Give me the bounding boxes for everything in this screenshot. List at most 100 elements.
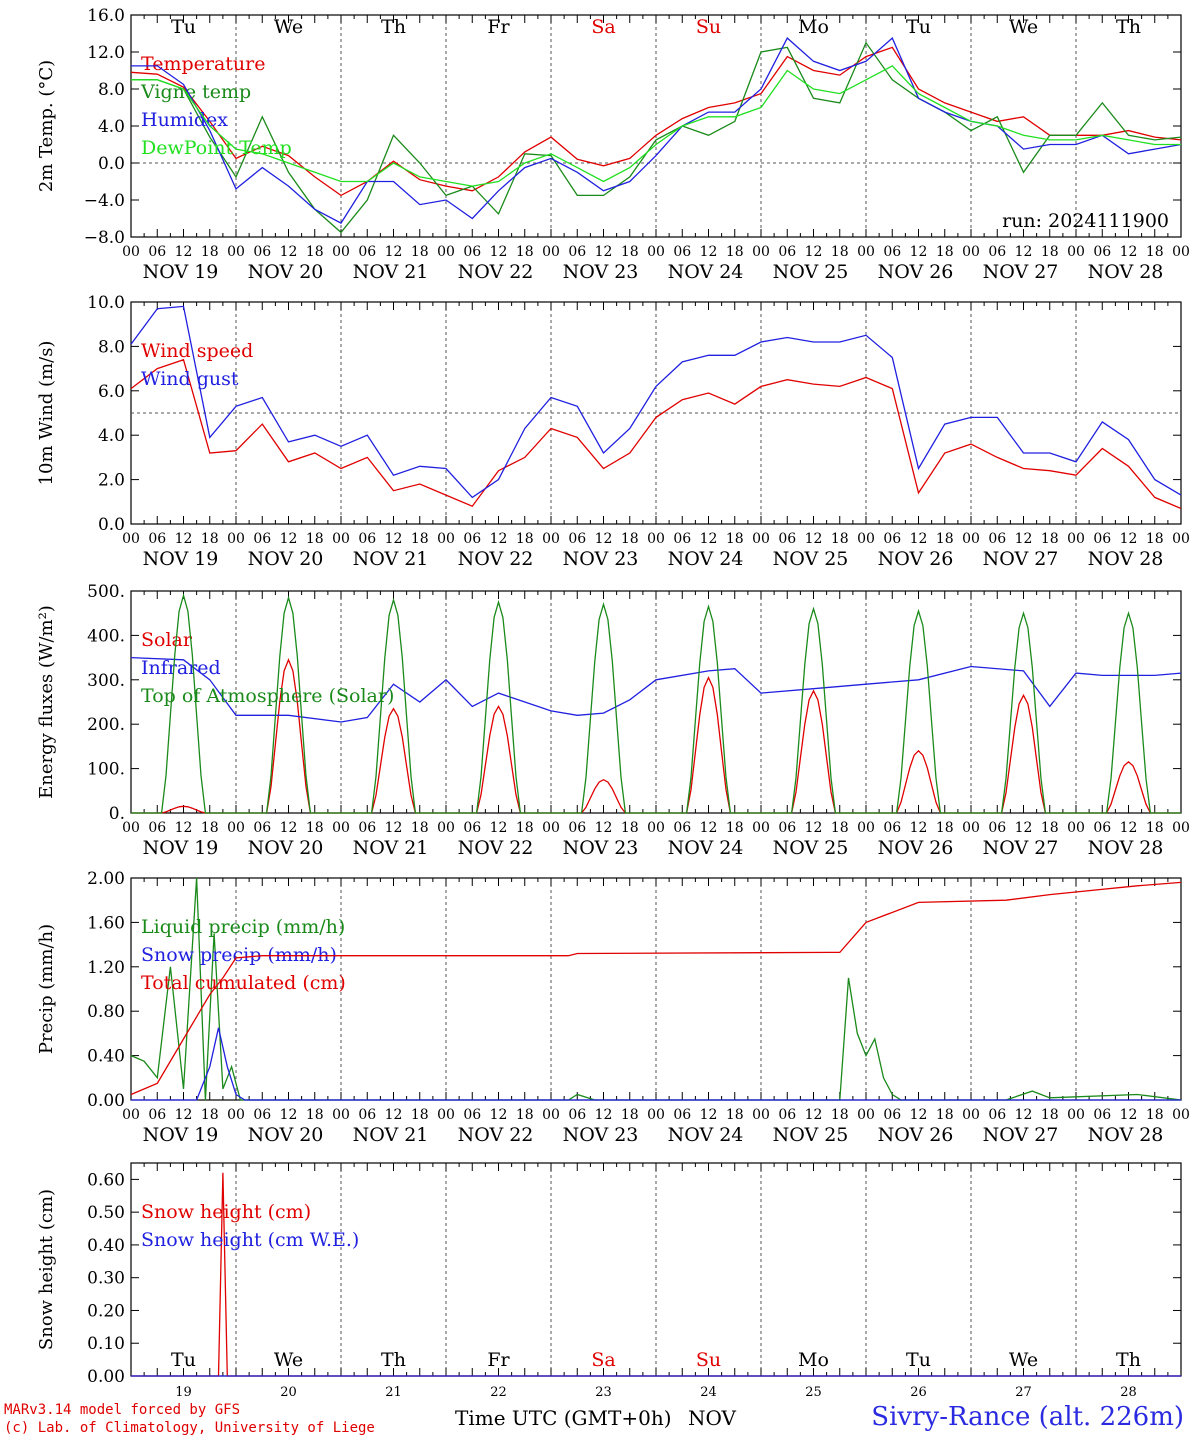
x-hour-label: 06 xyxy=(253,531,271,547)
x-hour-label: 18 xyxy=(831,820,849,836)
legend-label: Solar xyxy=(141,629,193,651)
x-hour-label: 18 xyxy=(936,531,954,547)
legend-label: Total cumulated (cm) xyxy=(141,972,346,994)
x-hour-label: 00 xyxy=(122,531,140,547)
weekday-label: Mo xyxy=(798,1349,829,1371)
x-hour-label: 12 xyxy=(700,820,718,836)
x-date-label: NOV 26 xyxy=(878,837,954,859)
x-hour-label: 12 xyxy=(175,820,193,836)
x-date-label: NOV 19 xyxy=(143,837,219,859)
x-date-label: NOV 19 xyxy=(143,548,219,570)
x-date-label: NOV 27 xyxy=(983,837,1059,859)
x-hour-label: 12 xyxy=(1120,1107,1138,1123)
x-hour-label: 06 xyxy=(778,244,796,260)
x-hour-label: 00 xyxy=(962,1107,980,1123)
x-hour-label: 18 xyxy=(306,244,324,260)
x-hour-label: 00 xyxy=(227,820,245,836)
x-hour-label: 00 xyxy=(227,244,245,260)
x-hour-label: 00 xyxy=(1172,244,1190,260)
x-date-label: NOV 21 xyxy=(353,548,429,570)
x-date-label: NOV 24 xyxy=(668,548,744,570)
x-hour-label: 18 xyxy=(516,531,534,547)
x-hour-label: 18 xyxy=(201,531,219,547)
x-hour-label: 12 xyxy=(1120,531,1138,547)
y-tick-label: 6.0 xyxy=(98,382,125,402)
x-hour-label: 00 xyxy=(542,1107,560,1123)
x-hour-label: 06 xyxy=(673,531,691,547)
x-date-label: NOV 21 xyxy=(353,837,429,859)
x-hour-label: 06 xyxy=(883,1107,901,1123)
x-hour-label: 00 xyxy=(1067,1107,1085,1123)
x-hour-label: 18 xyxy=(726,820,744,836)
x-hour-label: 00 xyxy=(1067,244,1085,260)
x-date-label: NOV 24 xyxy=(668,1124,744,1146)
x-day-number: 20 xyxy=(280,1385,297,1400)
weekday-label: Fr xyxy=(487,16,510,38)
y-tick-label: 0.60 xyxy=(87,1170,125,1190)
x-hour-label: 00 xyxy=(122,1107,140,1123)
x-hour-label: 06 xyxy=(988,244,1006,260)
x-hour-label: 06 xyxy=(463,531,481,547)
legend-label: Vigne temp xyxy=(140,81,251,103)
legend-label: Liquid precip (mm/h) xyxy=(141,916,345,938)
x-hour-label: 18 xyxy=(201,820,219,836)
x-axis-title: Time UTC (GMT+0h) xyxy=(455,1406,672,1430)
x-hour-label: 06 xyxy=(148,820,166,836)
x-hour-label: 18 xyxy=(621,531,639,547)
weekday-label: Th xyxy=(1116,16,1141,38)
x-date-label: NOV 26 xyxy=(878,548,954,570)
weekday-label: Tu xyxy=(906,1349,931,1371)
x-hour-label: 12 xyxy=(1015,1107,1033,1123)
legend-label: Temperature xyxy=(141,53,265,75)
y-tick-label: 1.20 xyxy=(87,958,125,978)
x-date-label: NOV 20 xyxy=(248,548,324,570)
y-tick-label: −8.0 xyxy=(84,228,125,248)
x-hour-label: 06 xyxy=(883,244,901,260)
legend-label: Snow height (cm) xyxy=(141,1201,311,1223)
x-hour-label: 12 xyxy=(595,244,613,260)
x-date-label: NOV 20 xyxy=(248,261,324,283)
x-hour-label: 00 xyxy=(857,1107,875,1123)
x-hour-label: 12 xyxy=(910,1107,928,1123)
y-tick-label: −4.0 xyxy=(84,191,125,211)
x-day-number: 22 xyxy=(490,1385,507,1400)
x-hour-label: 00 xyxy=(1067,531,1085,547)
x-hour-label: 18 xyxy=(936,820,954,836)
x-hour-label: 12 xyxy=(1120,244,1138,260)
weekday-label: Th xyxy=(1116,1349,1141,1371)
x-hour-label: 12 xyxy=(490,244,508,260)
x-date-label: NOV 27 xyxy=(983,261,1059,283)
x-date-label: NOV 22 xyxy=(458,1124,534,1146)
x-date-label: NOV 28 xyxy=(1088,548,1164,570)
y-tick-label: 0.0 xyxy=(98,154,125,174)
x-hour-label: 12 xyxy=(805,244,823,260)
y-tick-label: 0.40 xyxy=(87,1047,125,1067)
x-hour-label: 06 xyxy=(778,1107,796,1123)
weekday-label: Mo xyxy=(798,16,829,38)
station-name: Sivry-Rance (alt. 226m) xyxy=(871,1402,1184,1432)
y-tick-label: 300. xyxy=(87,671,125,691)
x-hour-label: 18 xyxy=(411,820,429,836)
x-hour-label: 18 xyxy=(621,820,639,836)
y-tick-label: 0.0 xyxy=(98,515,125,535)
x-date-label: NOV 22 xyxy=(458,837,534,859)
x-hour-label: 00 xyxy=(332,820,350,836)
x-hour-label: 12 xyxy=(700,244,718,260)
x-hour-label: 06 xyxy=(778,531,796,547)
x-day-number: 19 xyxy=(175,1385,192,1400)
x-hour-label: 00 xyxy=(752,1107,770,1123)
legend-label: Wind gust xyxy=(141,368,239,390)
y-tick-label: 0.00 xyxy=(87,1367,125,1387)
x-date-label: NOV 26 xyxy=(878,1124,954,1146)
y-tick-label: 1.60 xyxy=(87,913,125,933)
x-hour-label: 00 xyxy=(542,531,560,547)
x-hour-label: 12 xyxy=(385,244,403,260)
y-tick-label: 0.50 xyxy=(87,1203,125,1223)
x-hour-label: 18 xyxy=(621,1107,639,1123)
x-hour-label: 00 xyxy=(542,820,560,836)
weekday-label: We xyxy=(274,16,303,38)
weekday-label: We xyxy=(1009,1349,1038,1371)
x-hour-label: 18 xyxy=(726,1107,744,1123)
x-hour-label: 00 xyxy=(962,820,980,836)
x-date-label: NOV 27 xyxy=(983,548,1059,570)
